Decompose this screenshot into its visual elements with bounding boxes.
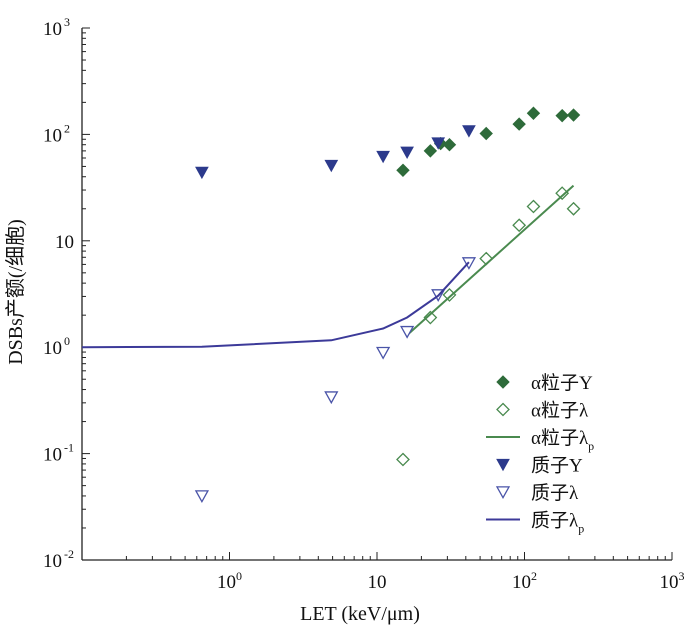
legend-label: α粒子λp xyxy=(531,427,594,453)
data-point xyxy=(396,163,410,177)
x-axis-label: LET (keV/μm) xyxy=(300,603,420,625)
legend-label: 质子λp xyxy=(531,510,584,536)
x-tick-label: 103 xyxy=(660,569,685,593)
data-point xyxy=(555,108,569,123)
chart-marks xyxy=(81,106,581,503)
data-point xyxy=(431,137,446,150)
legend-label: 质子Y xyxy=(531,455,583,477)
data-point xyxy=(423,144,438,158)
y-tick-label: 10 3 xyxy=(43,15,70,40)
x-tick-label: 100 xyxy=(217,569,242,593)
data-point xyxy=(400,146,414,159)
legend-label: α粒子λ xyxy=(531,400,589,422)
series-line xyxy=(81,261,470,349)
data-point xyxy=(512,218,527,233)
data-point xyxy=(442,287,457,302)
data-point xyxy=(526,106,541,120)
data-point xyxy=(423,310,438,325)
data-point xyxy=(324,391,339,405)
legend-marker xyxy=(496,458,510,472)
data-point xyxy=(194,490,210,503)
legend-item: α粒子λp xyxy=(486,427,594,453)
y-tick-label: 10 2 xyxy=(43,121,70,146)
y-axis-label: DSBs产额(/细胞) xyxy=(4,219,27,365)
data-point xyxy=(400,325,415,339)
data-point xyxy=(479,126,493,141)
legend-item: α粒子λ xyxy=(496,400,589,422)
legend-marker xyxy=(496,375,510,389)
data-point xyxy=(324,159,339,173)
x-tick-label: 10 xyxy=(368,572,387,593)
legend-marker xyxy=(495,486,511,500)
series-0 xyxy=(396,106,581,177)
legend-item: 质子λ xyxy=(495,482,579,504)
data-point xyxy=(195,166,209,180)
series-2 xyxy=(406,184,575,336)
series-5 xyxy=(81,261,470,349)
series-3 xyxy=(195,125,476,180)
data-point xyxy=(566,108,581,122)
x-tick-label: 102 xyxy=(512,569,537,593)
legend-label: 质子λ xyxy=(531,482,579,504)
legend-item: α粒子Y xyxy=(496,372,593,394)
legend-item: 质子Y xyxy=(496,455,583,477)
data-point xyxy=(442,138,457,152)
data-point xyxy=(512,117,526,131)
data-point xyxy=(376,150,390,164)
legend-item: 质子λp xyxy=(486,510,584,536)
series-line xyxy=(406,184,575,336)
series-4 xyxy=(194,257,477,503)
y-tick-label: 10 xyxy=(55,232,74,253)
series-1 xyxy=(396,186,581,467)
legend-marker xyxy=(496,402,510,417)
y-tick-label: 10 0 xyxy=(43,334,70,359)
legend-label: α粒子Y xyxy=(531,372,593,394)
plot-area xyxy=(81,28,672,561)
data-point xyxy=(462,125,476,138)
data-point xyxy=(376,346,391,360)
data-point xyxy=(526,199,541,214)
y-tick-label: 10 -1 xyxy=(43,441,74,466)
data-point xyxy=(566,201,581,216)
data-point xyxy=(396,452,410,467)
y-tick-label: 10 -2 xyxy=(43,547,74,572)
